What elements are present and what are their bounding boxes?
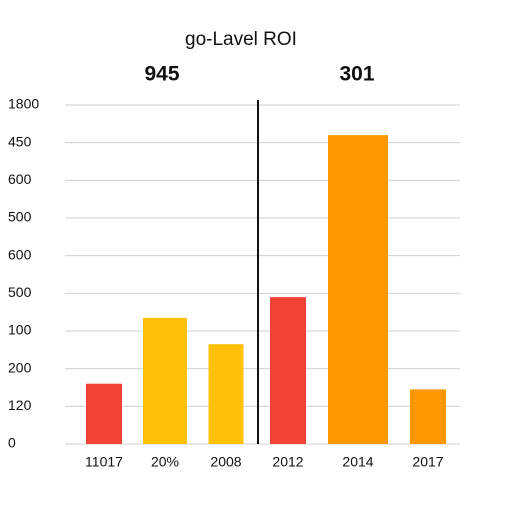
bar [208, 344, 244, 444]
x-tick-label: 2012 [272, 454, 303, 470]
x-tick-label: 11017 [85, 454, 123, 470]
panel-header: 945 [144, 63, 179, 86]
y-tick-label: 0 [8, 435, 16, 451]
y-tick-label: 500 [8, 284, 32, 300]
chart-title: go-Lavel ROI [185, 29, 297, 50]
bar [328, 135, 388, 444]
y-tick-label: 450 [8, 133, 32, 149]
panel-header: 301 [339, 63, 374, 86]
y-tick-label: 100 [8, 322, 32, 338]
y-tick-label: 500 [8, 209, 32, 225]
bar [86, 383, 122, 444]
bar [143, 317, 187, 444]
x-tick-label: 2014 [342, 454, 373, 470]
y-tick-label: 600 [8, 171, 32, 187]
bar [270, 297, 306, 444]
y-tick-label: 1800 [8, 96, 39, 112]
x-tick-label: 2008 [210, 454, 241, 470]
y-tick-label: 200 [8, 359, 32, 375]
x-tick-label: 20% [151, 454, 179, 470]
y-tick-label: 600 [8, 246, 32, 262]
x-tick-label: 2017 [412, 454, 443, 470]
y-tick-label: 120 [8, 397, 32, 413]
bar [410, 389, 446, 444]
